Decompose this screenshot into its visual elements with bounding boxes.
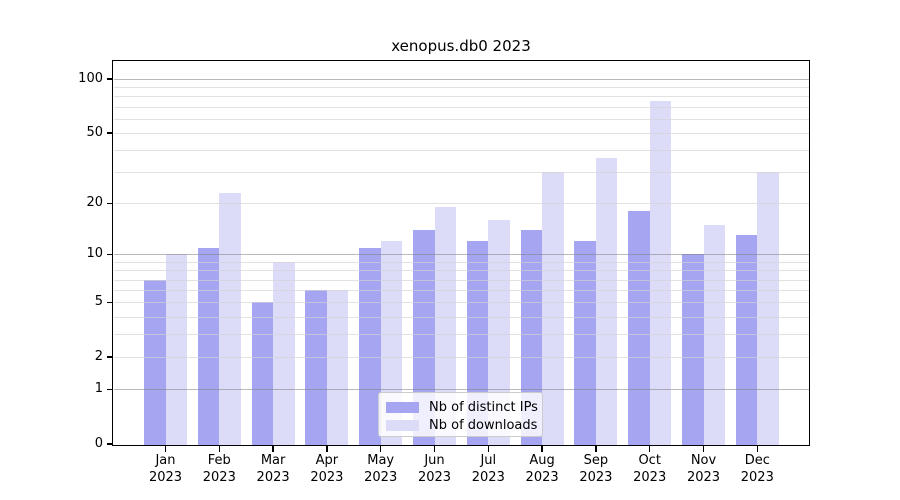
bar-mar-downloads	[273, 261, 295, 445]
minor-gridline	[114, 270, 809, 272]
x-axis-tick-label: Aug 2023	[525, 453, 559, 485]
x-axis-tick	[702, 446, 705, 452]
x-axis-tick-label: Jul 2023	[471, 453, 505, 485]
bar-jun-distinct-ips	[413, 229, 435, 445]
x-axis-tick-label: Sep 2023	[579, 453, 613, 485]
bar-feb-downloads	[219, 192, 241, 445]
major-gridline	[114, 254, 809, 256]
x-axis-tick	[218, 446, 220, 452]
minor-gridline	[114, 290, 809, 292]
minor-gridline	[114, 96, 809, 98]
y-axis-tick-label: 10	[86, 246, 103, 262]
bar-may-distinct-ips	[359, 247, 381, 445]
x-axis-tick-label: Jun 2023	[417, 453, 452, 485]
bar-aug-downloads	[542, 172, 564, 445]
bar-jan-downloads	[165, 254, 187, 445]
minor-gridline	[114, 172, 809, 174]
legend: Nb of distinct IPs Nb of downloads	[378, 392, 543, 437]
legend-swatch-distinct-ips	[386, 401, 419, 413]
y-axis-tick	[107, 301, 113, 304]
legend-label-distinct-ips: Nb of distinct IPs	[429, 399, 538, 415]
y-axis-tick-label: 20	[86, 195, 103, 211]
x-axis-tick-label: Mar 2023	[256, 453, 290, 485]
y-axis-tick	[107, 356, 113, 358]
minor-gridline	[114, 203, 809, 205]
x-axis-tick	[380, 446, 382, 452]
y-axis-tick-label: 2	[94, 349, 103, 365]
bar-apr-downloads	[326, 290, 349, 445]
bar-dec-distinct-ips	[735, 235, 758, 445]
x-axis-tick	[487, 446, 489, 452]
bar-mar-distinct-ips	[251, 302, 274, 445]
x-axis-tick-label: May 2023	[364, 453, 398, 485]
minor-gridline	[114, 357, 809, 359]
x-axis-tick-label: Nov 2023	[686, 453, 721, 485]
y-axis-tick-label: 0	[94, 436, 103, 452]
y-axis-tick-label: 5	[94, 294, 103, 310]
y-axis-tick-label: 1	[94, 381, 103, 397]
x-axis-tick-label: Dec 2023	[740, 453, 774, 485]
minor-gridline	[114, 279, 809, 281]
bar-jul-downloads	[488, 219, 510, 445]
bar-feb-distinct-ips	[197, 247, 220, 445]
y-axis-tick	[107, 132, 113, 134]
bar-sep-distinct-ips	[574, 241, 596, 445]
legend-label-downloads: Nb of downloads	[429, 417, 538, 433]
x-axis-tick-label: Feb 2023	[202, 453, 236, 485]
major-gridline	[114, 389, 809, 391]
bar-jan-distinct-ips	[144, 279, 166, 445]
y-axis-tick	[107, 253, 113, 256]
x-axis-tick-label: Oct 2023	[633, 453, 667, 485]
legend-entry-distinct-ips: Nb of distinct IPs	[386, 398, 538, 416]
minor-gridline	[114, 316, 809, 318]
bar-dec-downloads	[757, 172, 779, 445]
minor-gridline	[114, 106, 809, 108]
x-axis-tick	[649, 446, 651, 452]
major-gridline	[114, 79, 809, 81]
bar-oct-distinct-ips	[628, 211, 650, 445]
legend-entry-downloads: Nb of downloads	[386, 416, 538, 434]
bar-oct-downloads	[649, 100, 672, 445]
legend-swatch-downloads	[386, 419, 419, 431]
x-axis-tick	[756, 446, 758, 452]
x-axis-tick-label: Apr 2023	[310, 453, 344, 485]
y-axis-tick-label: 50	[86, 125, 103, 141]
chart-title: xenopus.db0 2023	[391, 37, 531, 55]
x-axis-tick	[164, 446, 167, 452]
minor-gridline	[114, 87, 809, 89]
bar-sep-downloads	[595, 158, 618, 445]
x-axis-tick	[326, 446, 328, 452]
bar-jun-downloads	[434, 207, 456, 445]
minor-gridline	[114, 302, 809, 304]
y-axis-tick	[107, 202, 113, 204]
minor-gridline	[114, 334, 809, 336]
minor-gridline	[114, 150, 809, 152]
minor-gridline	[114, 118, 809, 120]
y-axis-tick	[107, 443, 113, 445]
y-axis-tick	[107, 78, 113, 80]
bar-apr-distinct-ips	[305, 290, 327, 445]
x-axis-tick	[433, 446, 436, 452]
bar-nov-distinct-ips	[682, 254, 704, 445]
minor-gridline	[114, 133, 809, 135]
bar-aug-distinct-ips	[520, 229, 543, 445]
y-axis-tick-label: 100	[78, 71, 103, 87]
x-axis-tick	[541, 446, 543, 452]
y-axis-tick	[107, 388, 113, 390]
x-axis-tick	[595, 446, 597, 452]
x-axis-tick-label: Jan 2023	[148, 453, 183, 485]
x-axis-tick	[272, 446, 274, 452]
minor-gridline	[114, 261, 809, 263]
